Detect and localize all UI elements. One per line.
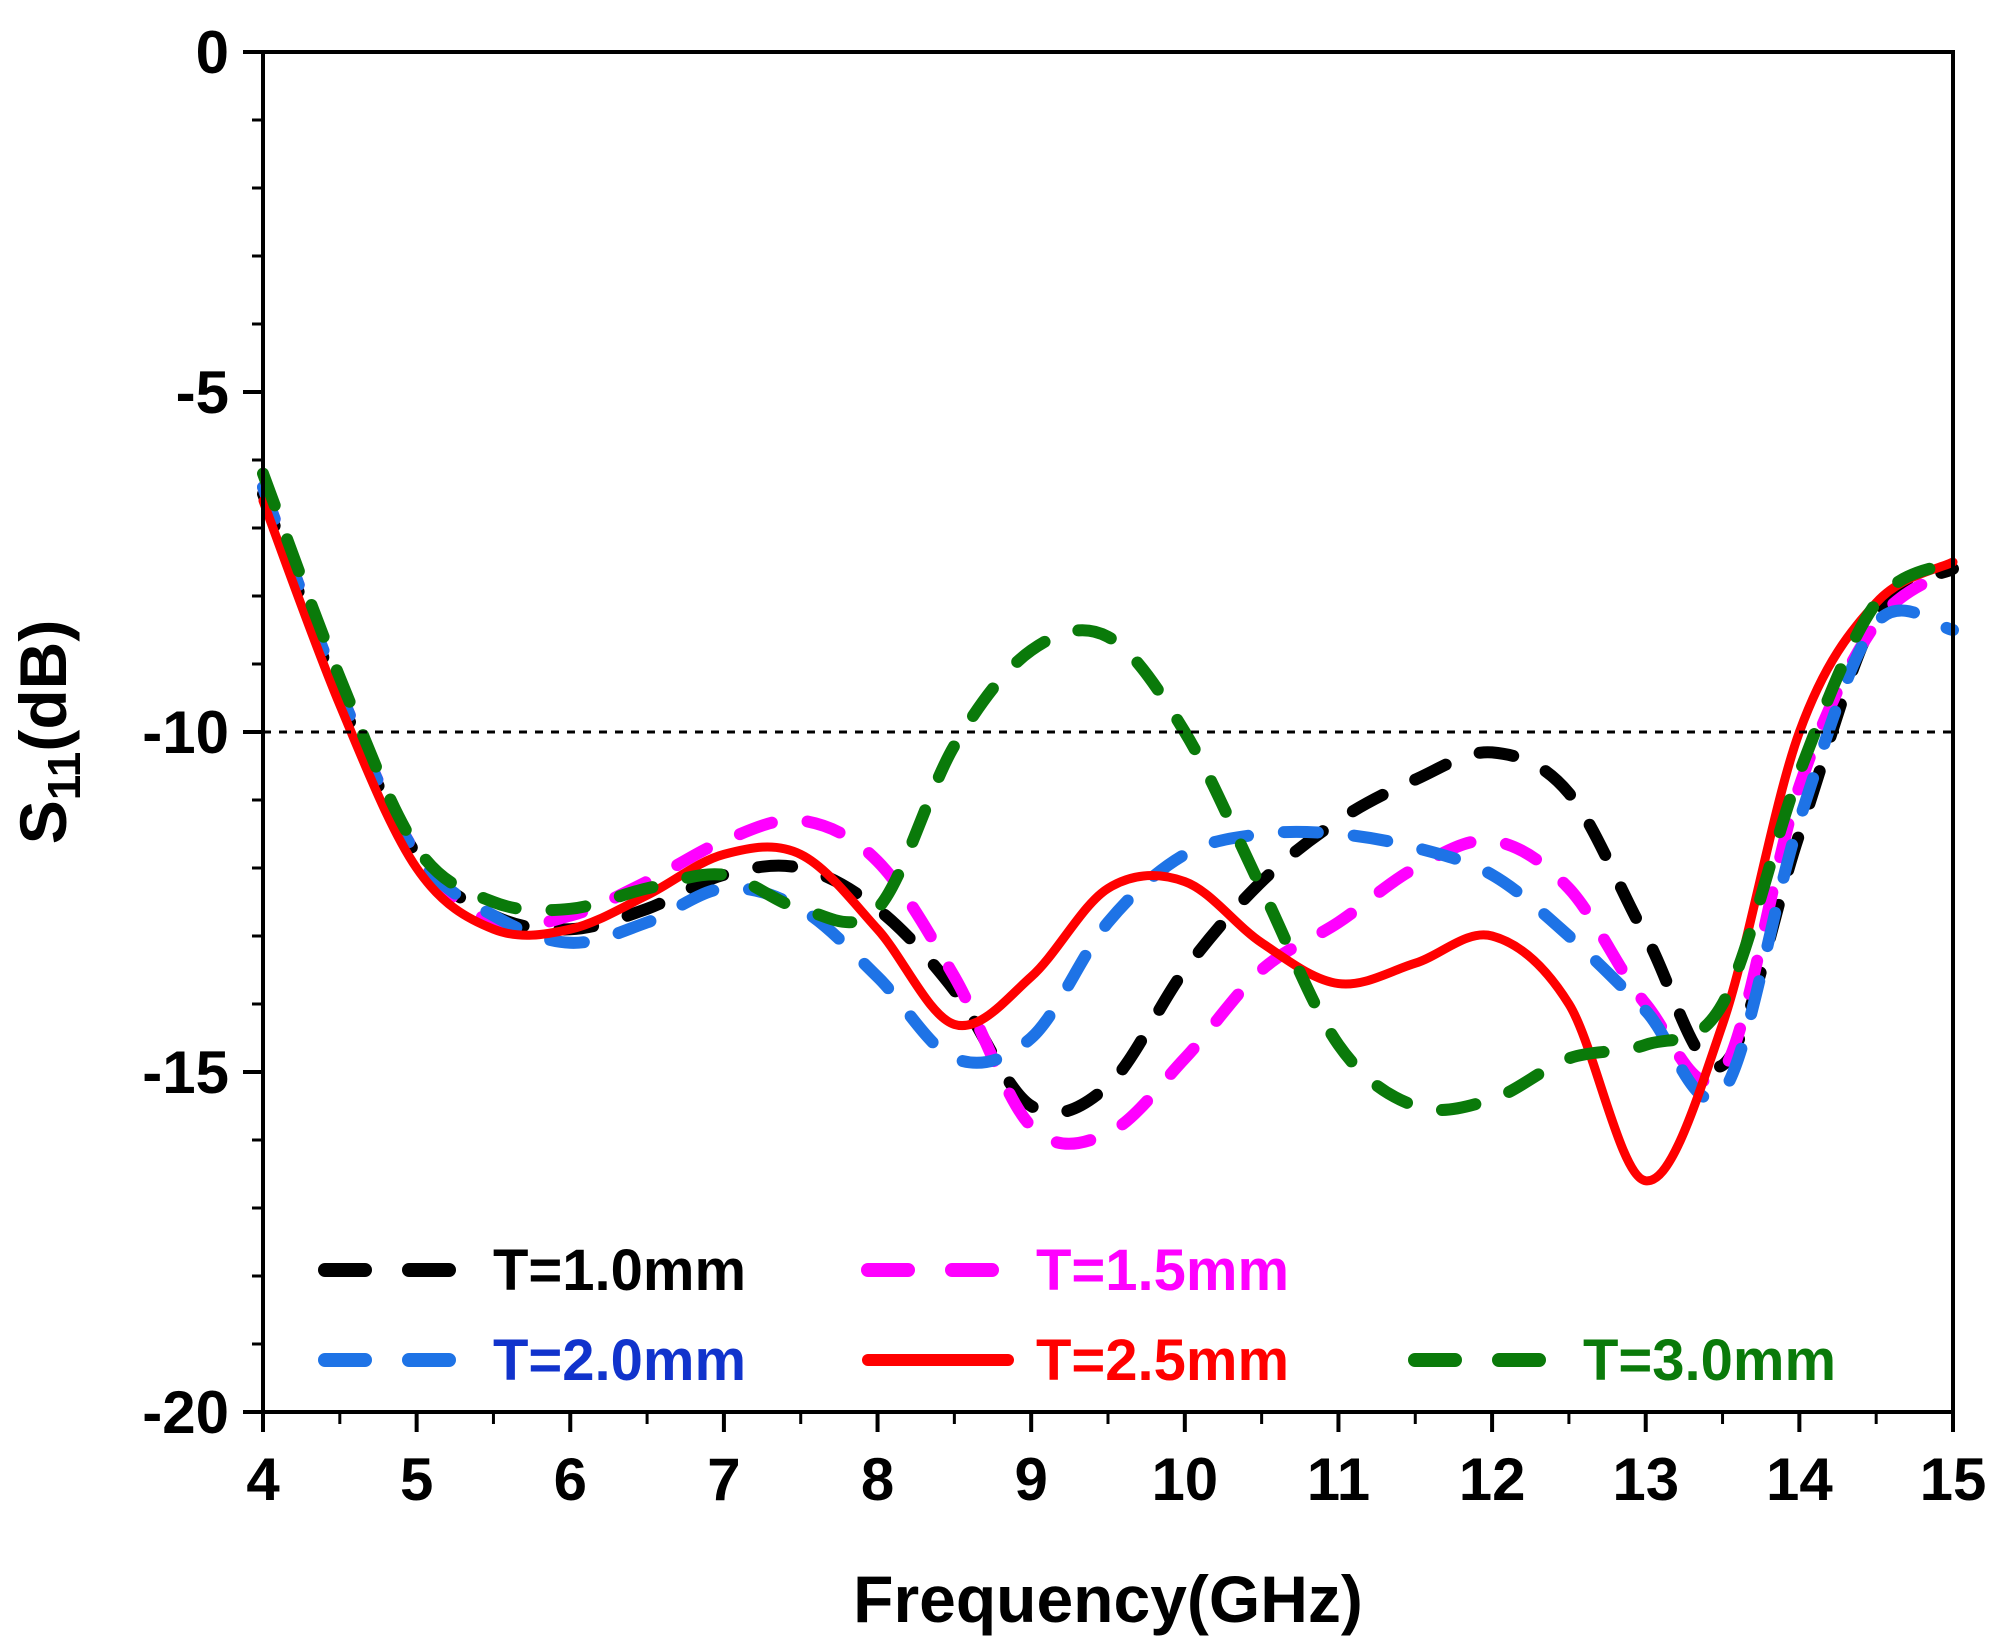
y-tick-label: 0	[196, 19, 229, 86]
x-tick-label: 13	[1612, 1446, 1679, 1513]
y-axis-title: S11(dB)	[6, 620, 90, 845]
y-tick-labels: 0 -5 -10 -15 -20	[142, 19, 229, 1446]
x-tick-label: 5	[400, 1446, 433, 1513]
series-line-t25mm	[258, 496, 1958, 1186]
x-tick-label: 4	[246, 1446, 280, 1513]
x-tick-label: 7	[707, 1446, 740, 1513]
x-tick-label: 9	[1014, 1446, 1047, 1513]
y-tick-label: -10	[142, 699, 229, 766]
y-axis-title-unit: (dB)	[6, 620, 80, 752]
plot-frame	[261, 50, 1955, 1414]
x-tick-label: 14	[1766, 1446, 1833, 1513]
x-tick-label: 12	[1459, 1446, 1526, 1513]
x-tick-label: 10	[1151, 1446, 1218, 1513]
x-tick-label: 15	[1920, 1446, 1987, 1513]
y-axis-title-subscript: 11	[38, 752, 90, 801]
y-tick-label: -5	[176, 359, 229, 426]
y-tick-label: -15	[142, 1039, 229, 1106]
series-line-t10mm	[257, 488, 1959, 1119]
y-axis-title-main: S	[6, 800, 80, 844]
x-tick-label: 11	[1307, 1446, 1370, 1513]
x-tick-label: 8	[861, 1446, 894, 1513]
tick-layer	[243, 50, 1955, 1432]
series-line-t30mm	[257, 467, 1959, 1117]
legend-label: T=2.0mm	[493, 1328, 746, 1393]
legend-label: T=3.0mm	[1583, 1328, 1836, 1393]
x-tick-labels: 4 5 6 7 8 9 10 11 12 13 14 15	[246, 1446, 1986, 1513]
series-layer	[257, 467, 1959, 1186]
legend-label: T=1.5mm	[1036, 1238, 1289, 1303]
legend-label: T=1.0mm	[493, 1238, 746, 1303]
legend-label: T=2.5mm	[1036, 1328, 1289, 1393]
x-tick-label: 6	[554, 1446, 587, 1513]
legend: T=1.0mm T=1.5mm T=2.0mm T=2.5mm T=3.0mm	[318, 1238, 1836, 1393]
x-axis-title: Frequency(GHz)	[853, 1562, 1363, 1636]
series-line-t20mm	[257, 481, 1959, 1106]
y-tick-label: -20	[142, 1379, 229, 1446]
